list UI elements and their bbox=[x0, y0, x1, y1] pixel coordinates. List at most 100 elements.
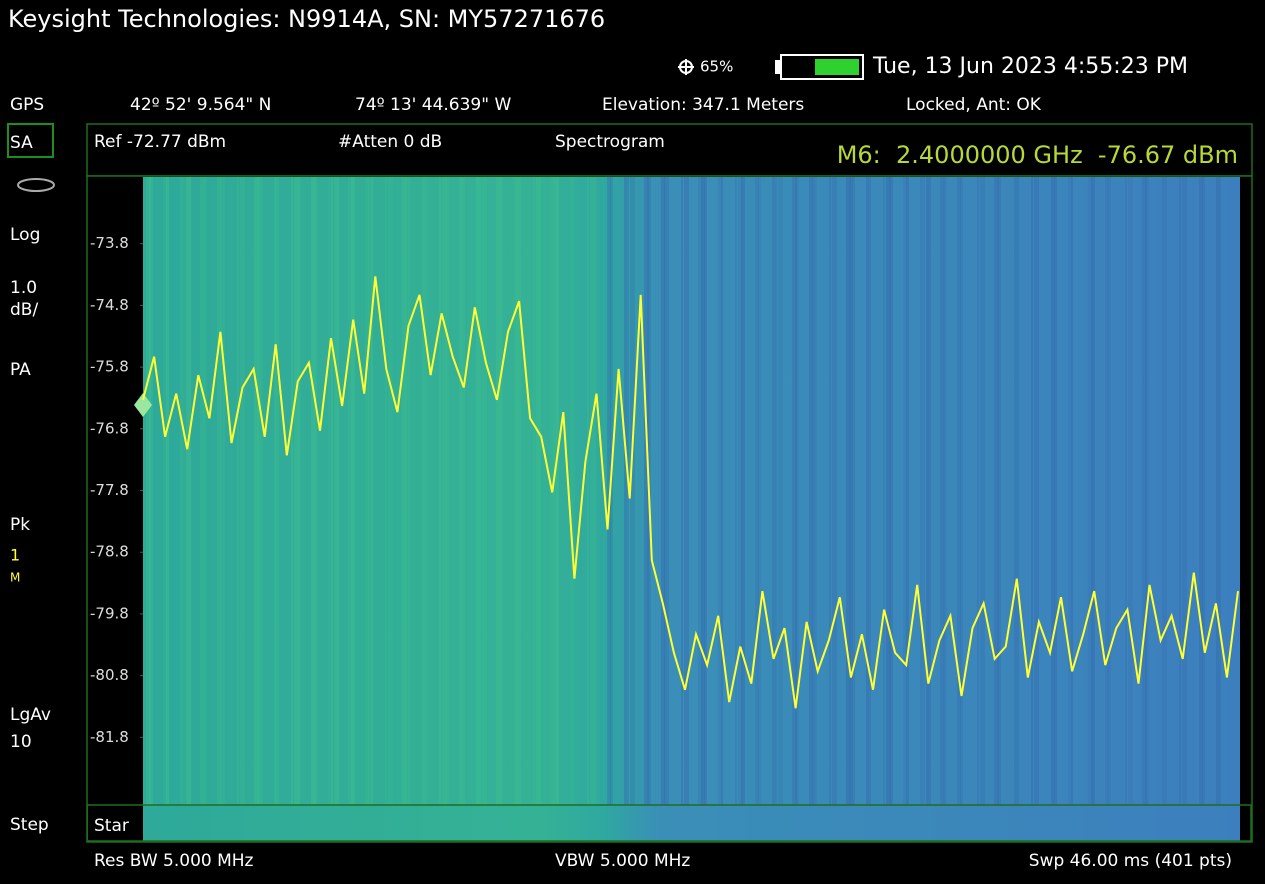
stripe bbox=[681, 177, 683, 805]
stripe bbox=[1125, 177, 1127, 805]
stripe bbox=[920, 177, 923, 805]
mode-box bbox=[7, 123, 54, 158]
stripe bbox=[869, 177, 871, 805]
stripe bbox=[590, 177, 595, 805]
stripe bbox=[277, 177, 279, 805]
stripe bbox=[496, 177, 501, 805]
stripe bbox=[1199, 177, 1203, 805]
stripe bbox=[240, 177, 245, 805]
stripe bbox=[405, 177, 409, 805]
stripe bbox=[698, 177, 703, 805]
stripe bbox=[1017, 177, 1019, 805]
stripe bbox=[186, 177, 191, 805]
stripe bbox=[661, 177, 665, 805]
sidebar-label: dB/ bbox=[10, 300, 38, 320]
gps-percent: 65% bbox=[700, 58, 733, 76]
stripe bbox=[459, 177, 463, 805]
elevation: Elevation: 347.1 Meters bbox=[602, 95, 804, 115]
stripe bbox=[704, 177, 707, 805]
ref-level: Ref -72.77 dBm bbox=[94, 132, 226, 152]
stripe bbox=[664, 177, 667, 805]
latitude: 42º 52' 9.564" N bbox=[130, 95, 271, 115]
start-label: Star bbox=[94, 816, 129, 836]
stripe bbox=[1071, 177, 1073, 805]
stripe bbox=[445, 177, 449, 805]
stripe bbox=[291, 177, 293, 805]
sidebar-label: Step bbox=[10, 815, 49, 835]
stripe bbox=[200, 177, 205, 805]
stripe bbox=[348, 177, 353, 805]
sidebar-label: LgAv bbox=[10, 705, 51, 725]
stripe bbox=[1216, 177, 1219, 805]
stripe bbox=[926, 177, 931, 805]
stripe bbox=[533, 177, 535, 805]
stripe bbox=[1142, 177, 1147, 805]
sidebar-label: 10 bbox=[10, 732, 32, 752]
spectrogram bbox=[143, 177, 1240, 841]
stripe bbox=[852, 177, 855, 805]
stripe bbox=[1051, 177, 1055, 805]
stripe bbox=[297, 177, 301, 805]
stripe bbox=[627, 177, 629, 805]
stripe bbox=[536, 177, 541, 805]
stripe bbox=[846, 177, 851, 805]
res-bw: Res BW 5.000 MHz bbox=[94, 851, 254, 871]
settings-bar bbox=[86, 123, 1253, 177]
stripe bbox=[351, 177, 355, 805]
stripe bbox=[331, 177, 333, 805]
stripe bbox=[735, 177, 737, 805]
stripe bbox=[462, 177, 465, 805]
stripe bbox=[553, 177, 557, 805]
stripe bbox=[792, 177, 797, 805]
stripe bbox=[778, 177, 783, 805]
stripe bbox=[849, 177, 853, 805]
trace bbox=[142, 276, 1239, 709]
stripe bbox=[940, 177, 945, 805]
stripe bbox=[755, 177, 759, 805]
stripe bbox=[1068, 177, 1071, 805]
stripe bbox=[1145, 177, 1149, 805]
stripe bbox=[439, 177, 441, 805]
stripe bbox=[593, 177, 597, 805]
y-tick-label: -73.8 bbox=[90, 234, 129, 252]
stripe bbox=[1202, 177, 1205, 805]
stripe bbox=[943, 177, 947, 805]
stripe bbox=[889, 177, 893, 805]
stripe bbox=[573, 177, 575, 805]
stripe bbox=[513, 177, 517, 805]
sidebar-label: M bbox=[10, 571, 20, 585]
stripe bbox=[422, 177, 425, 805]
stripe bbox=[721, 177, 723, 805]
y-tick-label: -76.8 bbox=[90, 419, 129, 437]
stripe bbox=[1182, 177, 1187, 805]
gps-label: GPS bbox=[10, 95, 44, 115]
vbw: VBW 5.000 MHz bbox=[555, 851, 690, 871]
start-box bbox=[88, 806, 142, 840]
marker-diamond bbox=[134, 393, 152, 417]
stripe bbox=[741, 177, 745, 805]
stripe bbox=[328, 177, 331, 805]
y-tick-label: -79.8 bbox=[90, 604, 129, 622]
sidebar-label: PA bbox=[10, 360, 31, 380]
stripe bbox=[957, 177, 961, 805]
stripe bbox=[815, 177, 817, 805]
stripe bbox=[388, 177, 393, 805]
stripe bbox=[217, 177, 221, 805]
sidebar-label: 1.0 bbox=[10, 278, 37, 298]
stripe bbox=[903, 177, 907, 805]
stripe bbox=[994, 177, 999, 805]
stripe bbox=[812, 177, 815, 805]
stripe bbox=[718, 177, 721, 805]
stripe bbox=[223, 177, 225, 805]
stripe bbox=[237, 177, 239, 805]
stripe bbox=[610, 177, 613, 805]
sidebar-label: SA bbox=[10, 133, 33, 153]
stripe bbox=[795, 177, 799, 805]
stripe bbox=[163, 177, 167, 805]
stripe bbox=[294, 177, 299, 805]
stripe bbox=[519, 177, 521, 805]
longitude: 74º 13' 44.639" W bbox=[355, 95, 511, 115]
stripe bbox=[274, 177, 277, 805]
stripe bbox=[516, 177, 519, 805]
